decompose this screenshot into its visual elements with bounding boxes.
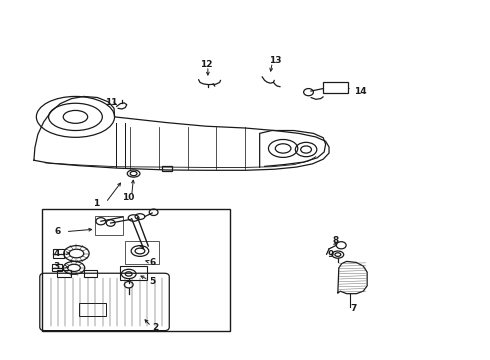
- Bar: [52, 264, 62, 271]
- Bar: [125, 241, 159, 264]
- Text: 10: 10: [122, 193, 134, 202]
- Text: 1: 1: [94, 199, 100, 208]
- Text: 11: 11: [105, 98, 118, 107]
- Text: 4: 4: [53, 249, 60, 258]
- Text: 7: 7: [350, 303, 357, 312]
- Text: 6: 6: [150, 258, 156, 267]
- Text: 13: 13: [269, 56, 282, 65]
- Text: 3: 3: [53, 262, 60, 271]
- Text: 2: 2: [152, 323, 158, 332]
- Text: 5: 5: [150, 276, 156, 285]
- Bar: [121, 266, 147, 280]
- Bar: [42, 209, 230, 330]
- Bar: [57, 270, 71, 277]
- Text: 9: 9: [327, 250, 334, 259]
- Text: 12: 12: [199, 60, 212, 69]
- Bar: [84, 270, 98, 277]
- Text: 14: 14: [354, 86, 367, 95]
- Bar: [53, 249, 64, 258]
- Text: 8: 8: [333, 237, 339, 246]
- Bar: [323, 82, 347, 93]
- Text: 6: 6: [54, 227, 61, 236]
- Bar: [79, 303, 106, 316]
- Bar: [162, 166, 172, 171]
- Bar: [95, 216, 123, 234]
